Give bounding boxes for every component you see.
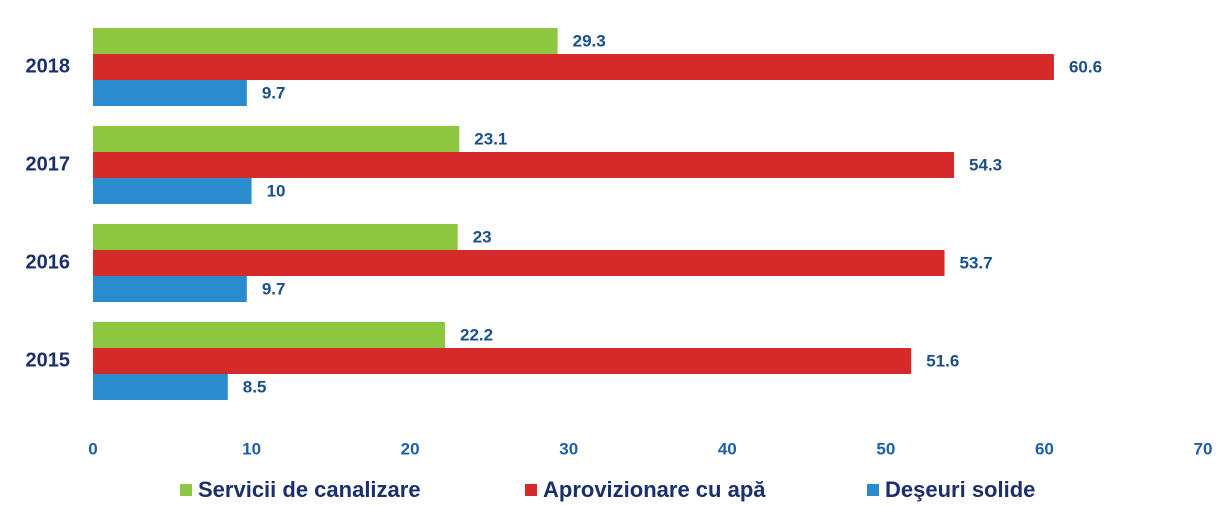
value-label: 23 — [473, 227, 492, 246]
value-label: 29.3 — [573, 31, 606, 50]
category-label: 2018 — [26, 55, 71, 77]
bar — [93, 276, 247, 302]
bar — [93, 250, 945, 276]
legend-swatch — [180, 484, 192, 496]
x-tick-label: 40 — [718, 439, 737, 458]
bar — [93, 54, 1054, 80]
bar — [93, 152, 955, 178]
bar — [93, 322, 446, 348]
value-label: 53.7 — [960, 253, 993, 272]
bar — [93, 126, 460, 152]
category-label: 2017 — [26, 153, 71, 175]
bar — [93, 224, 458, 250]
value-label: 51.6 — [926, 351, 959, 370]
x-tick-label: 30 — [559, 439, 578, 458]
legend-label: Deşeuri solide — [885, 477, 1035, 502]
x-tick-label: 60 — [1035, 439, 1054, 458]
bar — [93, 374, 228, 400]
bar — [93, 80, 247, 106]
x-tick-label: 10 — [242, 439, 261, 458]
value-label: 10 — [267, 181, 286, 200]
value-label: 9.7 — [262, 279, 286, 298]
legend-label: Aprovizionare cu apă — [543, 477, 766, 502]
bar — [93, 28, 558, 54]
value-label: 54.3 — [969, 155, 1002, 174]
value-label: 9.7 — [262, 83, 286, 102]
value-label: 22.2 — [460, 325, 493, 344]
value-label: 8.5 — [243, 377, 267, 396]
x-tick-label: 20 — [401, 439, 420, 458]
bar — [93, 178, 252, 204]
category-label: 2015 — [26, 349, 71, 371]
x-tick-label: 50 — [876, 439, 895, 458]
category-label: 2016 — [26, 251, 71, 273]
value-label: 23.1 — [474, 129, 507, 148]
bar — [93, 348, 912, 374]
value-label: 60.6 — [1069, 57, 1102, 76]
x-tick-label: 70 — [1194, 439, 1213, 458]
legend-swatch — [867, 484, 879, 496]
x-tick-label: 0 — [88, 439, 97, 458]
legend-label: Servicii de canalizare — [198, 477, 421, 502]
legend-swatch — [525, 484, 537, 496]
